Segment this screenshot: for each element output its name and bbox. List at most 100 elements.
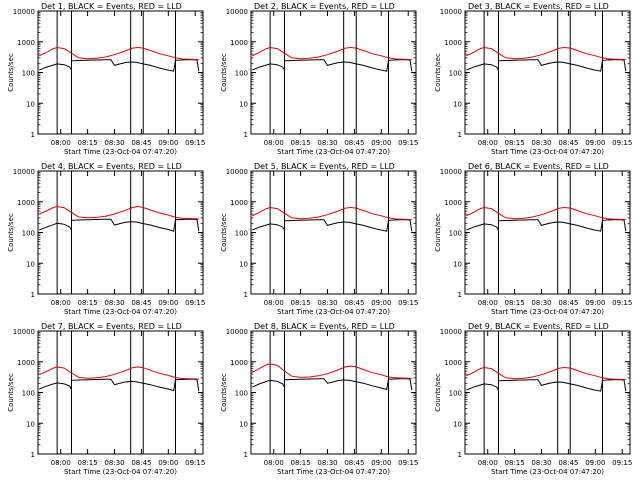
x-tick-label: 08:15 xyxy=(291,459,311,467)
x-tick-label: 09:00 xyxy=(371,459,391,467)
x-tick-label: 08:00 xyxy=(51,459,71,467)
y-tick-label: 1000 xyxy=(230,39,248,47)
x-tick-label: 09:15 xyxy=(185,139,205,147)
x-axis-label: Start Time (23-Oct-04 07:47:20) xyxy=(277,308,390,316)
x-tick-label: 09:15 xyxy=(398,459,418,467)
detector-panel: Det 7, BLACK = Events, RED = LLD 1 10 100 10… xyxy=(7,322,205,476)
detector-panel: Det 4, BLACK = Events, RED = LLD 1 10 100 10… xyxy=(7,162,205,316)
y-axis-label: Counts/sec xyxy=(220,53,228,92)
x-tick-label: 09:15 xyxy=(612,139,632,147)
y-tick-label: 100 xyxy=(449,70,462,78)
x-tick-label: 08:30 xyxy=(104,459,124,467)
x-axis-label: Start Time (23-Oct-04 07:47:20) xyxy=(491,308,604,316)
x-tick-label: 08:45 xyxy=(131,299,151,307)
x-tick-label: 08:00 xyxy=(51,299,71,307)
lld-series-line xyxy=(39,366,199,380)
events-series-line xyxy=(39,59,200,72)
plot-frame xyxy=(250,170,417,295)
lld-series-line xyxy=(38,46,199,61)
lld-series-line xyxy=(39,205,199,220)
x-axis-label: Start Time (23-Oct-04 07:47:20) xyxy=(277,148,390,156)
y-tick-label: 100 xyxy=(22,390,35,398)
events-series-line xyxy=(466,59,627,72)
x-axis-label: Start Time (23-Oct-04 07:47:20) xyxy=(64,468,177,476)
x-tick-label: 08:00 xyxy=(478,139,498,147)
y-axis-label: Counts/sec xyxy=(7,213,15,252)
x-tick-label: 08:00 xyxy=(264,299,284,307)
y-tick-label: 10000 xyxy=(226,168,248,176)
detector-panel: Det 2, BLACK = Events, RED = LLD 1 10 100 10… xyxy=(220,2,418,156)
x-tick-label: 08:30 xyxy=(104,299,124,307)
y-tick-label: 1000 xyxy=(17,359,35,367)
y-tick-label: 10000 xyxy=(226,8,248,16)
x-tick-label: 08:30 xyxy=(531,299,551,307)
y-tick-label: 10 xyxy=(26,420,35,428)
x-tick-label: 09:15 xyxy=(612,299,632,307)
x-tick-label: 09:15 xyxy=(612,459,632,467)
y-tick-label: 10000 xyxy=(440,328,462,336)
y-tick-label: 10 xyxy=(26,260,35,268)
panel-title: Det 8, BLACK = Events, RED = LLD xyxy=(254,322,395,331)
y-tick-label: 1000 xyxy=(230,199,248,207)
lld-series-line xyxy=(251,206,412,221)
panel-title: Det 2, BLACK = Events, RED = LLD xyxy=(254,2,395,11)
x-tick-label: 08:15 xyxy=(505,459,525,467)
y-axis-label: Counts/sec xyxy=(434,53,442,92)
y-tick-label: 1 xyxy=(244,131,248,139)
x-axis-label: Start Time (23-Oct-04 07:47:20) xyxy=(277,468,390,476)
detector-panel: Det 1, BLACK = Events, RED = LLD 1 10 100 10… xyxy=(7,2,205,156)
plot-frame xyxy=(464,10,631,135)
x-tick-label: 08:00 xyxy=(264,139,284,147)
detector-panel: Det 8, BLACK = Events, RED = LLD 1 10 100 10… xyxy=(220,322,418,476)
x-tick-label: 09:15 xyxy=(185,459,205,467)
x-tick-label: 08:30 xyxy=(104,139,124,147)
y-tick-label: 1 xyxy=(31,451,35,459)
x-axis-label: Start Time (23-Oct-04 07:47:20) xyxy=(64,148,177,156)
x-tick-label: 09:00 xyxy=(585,459,605,467)
y-tick-label: 10 xyxy=(453,260,462,268)
x-tick-label: 08:30 xyxy=(317,459,337,467)
x-tick-label: 09:15 xyxy=(398,139,418,147)
x-tick-label: 08:15 xyxy=(505,299,525,307)
panel-title: Det 5, BLACK = Events, RED = LLD xyxy=(254,162,395,171)
lld-series-line xyxy=(465,206,626,221)
plot-frame xyxy=(37,10,204,135)
x-tick-label: 08:30 xyxy=(317,139,337,147)
y-tick-label: 1000 xyxy=(230,359,248,367)
x-tick-label: 08:00 xyxy=(478,459,498,467)
lld-series-line xyxy=(251,363,412,379)
lld-series-line xyxy=(465,366,626,381)
y-axis-label: Counts/sec xyxy=(7,53,15,92)
panel-title: Det 7, BLACK = Events, RED = LLD xyxy=(41,322,182,331)
y-tick-label: 10000 xyxy=(13,8,35,16)
y-tick-label: 1000 xyxy=(444,199,462,207)
events-series-line xyxy=(252,59,413,72)
y-axis-label: Counts/sec xyxy=(434,373,442,412)
x-tick-label: 08:45 xyxy=(558,139,578,147)
events-series-line xyxy=(466,219,627,232)
x-tick-label: 08:45 xyxy=(131,459,151,467)
y-tick-label: 100 xyxy=(235,70,248,78)
events-series-line xyxy=(39,378,200,392)
events-series-line xyxy=(39,218,200,232)
y-axis-label: Counts/sec xyxy=(7,373,15,412)
y-tick-label: 1000 xyxy=(17,39,35,47)
x-tick-label: 09:00 xyxy=(158,459,178,467)
panel-title: Det 1, BLACK = Events, RED = LLD xyxy=(41,2,182,11)
detector-panel: Det 6, BLACK = Events, RED = LLD 1 10 100 10… xyxy=(434,162,632,316)
x-tick-label: 09:15 xyxy=(398,299,418,307)
x-axis-label: Start Time (23-Oct-04 07:47:20) xyxy=(64,308,177,316)
y-tick-label: 100 xyxy=(235,230,248,238)
y-tick-label: 10 xyxy=(26,100,35,108)
x-tick-label: 08:15 xyxy=(291,139,311,147)
y-tick-label: 1 xyxy=(244,291,248,299)
detector-panel: Det 5, BLACK = Events, RED = LLD 1 10 100 10… xyxy=(220,162,418,316)
x-tick-label: 08:00 xyxy=(478,299,498,307)
plot-frame xyxy=(37,330,204,455)
y-tick-label: 100 xyxy=(235,390,248,398)
y-tick-label: 1 xyxy=(458,291,462,299)
plot-frame xyxy=(464,330,631,455)
y-axis-label: Counts/sec xyxy=(434,213,442,252)
y-axis-label: Counts/sec xyxy=(220,373,228,412)
